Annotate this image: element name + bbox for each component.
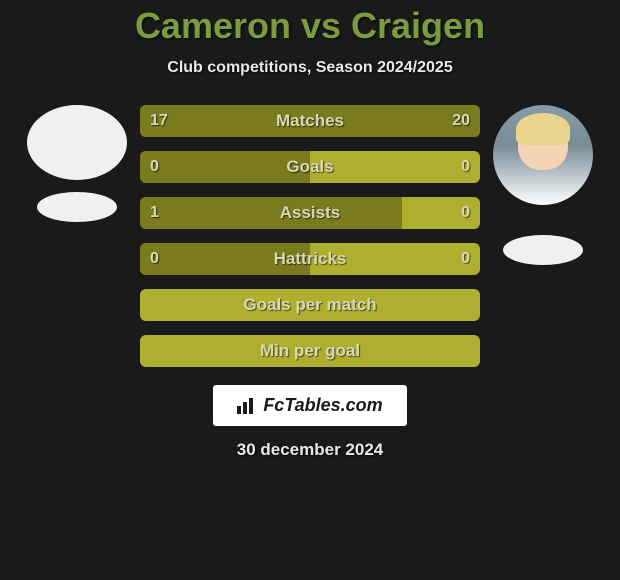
player-left-badge: [37, 192, 117, 222]
chart-icon: [237, 398, 257, 414]
player-right-badge: [503, 235, 583, 265]
stat-row: 00Hattricks: [140, 243, 480, 275]
stat-bars: 1720Matches 00Goals 10Assists 00Hattricks Go…: [140, 105, 480, 367]
player-left-avatar: [27, 105, 127, 180]
player-right-col: [488, 105, 598, 265]
stat-label: Min per goal: [140, 341, 480, 361]
stat-row: 10Assists: [140, 197, 480, 229]
comparison-container: Cameron vs Craigen Club competitions, Se…: [0, 0, 620, 580]
player-right-avatar: [493, 105, 593, 205]
player-left-col: [22, 105, 132, 222]
stat-label: Goals: [140, 157, 480, 177]
brand-text: FcTables.com: [263, 395, 382, 416]
stat-label: Assists: [140, 203, 480, 223]
stat-label: Hattricks: [140, 249, 480, 269]
stat-row: Goals per match: [140, 289, 480, 321]
stat-row: 1720Matches: [140, 105, 480, 137]
stat-row: 00Goals: [140, 151, 480, 183]
stat-label: Matches: [140, 111, 480, 131]
stat-row: Min per goal: [140, 335, 480, 367]
brand-badge: FcTables.com: [213, 385, 406, 426]
page-subtitle: Club competitions, Season 2024/2025: [167, 59, 452, 77]
stat-label: Goals per match: [140, 295, 480, 315]
stats-area: 1720Matches 00Goals 10Assists 00Hattricks Go…: [0, 105, 620, 367]
date-text: 30 december 2024: [237, 440, 384, 460]
page-title: Cameron vs Craigen: [135, 5, 485, 47]
